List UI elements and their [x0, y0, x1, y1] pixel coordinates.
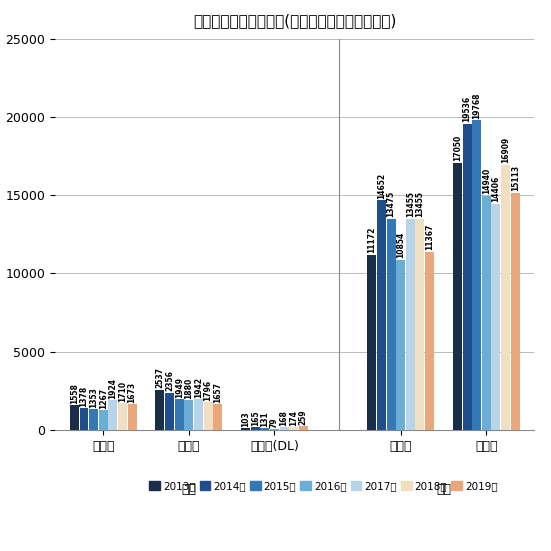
Text: 11367: 11367: [425, 224, 434, 250]
Bar: [99, 410, 108, 430]
Text: 14406: 14406: [491, 176, 500, 202]
Text: 1558: 1558: [70, 383, 79, 404]
Bar: [185, 401, 193, 430]
Bar: [299, 426, 308, 430]
Bar: [279, 427, 289, 430]
Bar: [213, 404, 222, 430]
Text: 14652: 14652: [377, 172, 386, 198]
Bar: [155, 390, 164, 430]
Text: 海外: 海外: [436, 483, 451, 495]
Text: 79: 79: [270, 417, 279, 428]
Text: 13455: 13455: [406, 191, 415, 217]
Bar: [194, 399, 203, 430]
Bar: [377, 201, 386, 430]
Bar: [118, 403, 127, 430]
Text: 11172: 11172: [368, 226, 376, 253]
Bar: [387, 219, 396, 430]
Legend: 2013年, 2014年, 2015年, 2016年, 2017年, 2018年, 2019年: 2013年, 2014年, 2015年, 2016年, 2017年, 2018年…: [145, 477, 502, 495]
Text: 13475: 13475: [387, 191, 396, 217]
Bar: [453, 163, 462, 430]
Text: 2356: 2356: [165, 370, 174, 391]
Bar: [175, 399, 183, 430]
Bar: [472, 121, 481, 430]
Bar: [289, 427, 298, 430]
Text: 2537: 2537: [155, 367, 164, 388]
Bar: [368, 255, 376, 430]
Bar: [241, 428, 250, 430]
Bar: [415, 219, 424, 430]
Text: 103: 103: [241, 412, 250, 427]
Text: 10854: 10854: [396, 232, 405, 258]
Bar: [128, 403, 137, 430]
Text: 16909: 16909: [501, 137, 510, 163]
Text: 174: 174: [289, 410, 298, 426]
Text: 165: 165: [251, 410, 260, 426]
Bar: [406, 219, 415, 430]
Text: 14940: 14940: [482, 168, 491, 194]
Bar: [165, 393, 174, 430]
Bar: [109, 399, 117, 430]
Text: 131: 131: [260, 411, 269, 427]
Title: 家庭用ゲーム市場規模(国内外別・種類別、億円): 家庭用ゲーム市場規模(国内外別・種類別、億円): [193, 13, 397, 28]
Text: 1378: 1378: [79, 386, 89, 407]
Bar: [260, 428, 269, 430]
Bar: [463, 124, 472, 430]
Text: 1657: 1657: [213, 382, 222, 403]
Bar: [70, 406, 79, 430]
Text: 259: 259: [299, 409, 308, 425]
Text: 国内: 国内: [181, 483, 196, 495]
Bar: [204, 402, 213, 430]
Text: 13455: 13455: [415, 191, 424, 217]
Bar: [482, 196, 491, 430]
Text: 1267: 1267: [99, 388, 108, 409]
Bar: [501, 165, 510, 430]
Text: 1353: 1353: [89, 387, 98, 408]
Bar: [491, 204, 500, 430]
Bar: [425, 252, 434, 430]
Bar: [270, 429, 279, 430]
Bar: [251, 427, 260, 430]
Text: 15113: 15113: [511, 165, 520, 191]
Text: 1673: 1673: [128, 381, 137, 403]
Text: 19536: 19536: [462, 96, 472, 122]
Text: 1796: 1796: [204, 380, 213, 401]
Text: 1880: 1880: [185, 378, 193, 399]
Bar: [396, 260, 405, 430]
Text: 1710: 1710: [118, 381, 127, 402]
Bar: [79, 408, 89, 430]
Text: 1924: 1924: [109, 378, 117, 399]
Bar: [89, 409, 98, 430]
Bar: [511, 193, 520, 430]
Text: 1949: 1949: [175, 377, 183, 398]
Text: 17050: 17050: [453, 135, 462, 161]
Text: 19768: 19768: [472, 92, 481, 118]
Text: 1942: 1942: [194, 377, 203, 398]
Text: 168: 168: [279, 410, 289, 426]
